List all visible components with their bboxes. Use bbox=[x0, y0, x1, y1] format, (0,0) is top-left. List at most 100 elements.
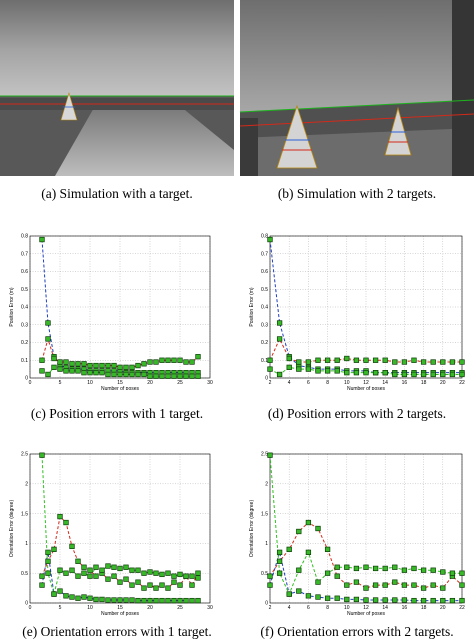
data-point-blue bbox=[420, 597, 427, 604]
x-tick-label: 16 bbox=[402, 605, 408, 611]
data-point-red bbox=[430, 359, 436, 365]
data-point-blue bbox=[39, 236, 45, 243]
y-tick-label: 2.5 bbox=[21, 452, 28, 458]
x-tick-label: 30 bbox=[207, 605, 213, 611]
y-tick-label: 0.4 bbox=[261, 305, 268, 311]
data-point-red bbox=[411, 357, 417, 363]
data-point-red bbox=[129, 364, 135, 371]
data-point-red bbox=[159, 357, 165, 363]
x-tick-label: 8 bbox=[326, 380, 329, 386]
data-point-blue bbox=[111, 597, 117, 603]
data-point-red bbox=[177, 357, 183, 363]
data-point-blue bbox=[305, 593, 312, 599]
caption-d: (d) Position errors with 2 targets. bbox=[267, 406, 447, 421]
plot-frame bbox=[269, 453, 463, 604]
data-point-green bbox=[459, 570, 465, 576]
data-point-green bbox=[353, 565, 360, 572]
plot-frame bbox=[29, 453, 211, 604]
data-point-red bbox=[267, 573, 273, 579]
series-line-red bbox=[269, 337, 462, 363]
data-point-red bbox=[45, 558, 51, 564]
x-tick-label: 10 bbox=[87, 605, 93, 611]
caption-e: (e) Orientation errors with 1 target. bbox=[22, 624, 212, 639]
data-point-blue bbox=[75, 595, 81, 601]
data-point-green bbox=[195, 373, 201, 379]
x-tick-label: 20 bbox=[440, 605, 446, 611]
data-point-green bbox=[63, 570, 69, 576]
y-tick-label: 0.3 bbox=[261, 322, 268, 328]
data-point-red bbox=[276, 558, 283, 564]
y-tick-label: 0.2 bbox=[21, 340, 28, 346]
y-tick-label: 1.5 bbox=[21, 511, 28, 517]
data-point-green bbox=[171, 373, 177, 379]
data-point-blue bbox=[123, 597, 129, 603]
data-point-blue bbox=[93, 596, 99, 603]
x-tick-label: 25 bbox=[177, 380, 183, 386]
data-point-red bbox=[372, 357, 379, 363]
data-point-red bbox=[183, 359, 189, 365]
y-tick-label: 1 bbox=[25, 541, 28, 547]
data-point-green bbox=[372, 370, 379, 376]
data-point-green bbox=[315, 579, 321, 585]
x-tick-label: 8 bbox=[326, 605, 329, 611]
data-point-red bbox=[63, 359, 69, 365]
x-tick-label: 22 bbox=[459, 380, 465, 386]
x-tick-label: 0 bbox=[29, 605, 32, 611]
data-point-green bbox=[99, 370, 105, 376]
data-point-green bbox=[363, 564, 369, 570]
data-point-green bbox=[171, 573, 177, 579]
data-point-red bbox=[286, 546, 292, 553]
data-point-red bbox=[153, 585, 159, 591]
y-tick-label: 0.2 bbox=[261, 340, 268, 346]
y-tick-label: 0.6 bbox=[261, 269, 268, 275]
data-point-blue bbox=[153, 597, 159, 604]
data-point-red bbox=[420, 359, 427, 365]
y-tick-label: 0.5 bbox=[261, 287, 268, 293]
data-point-red bbox=[189, 359, 195, 365]
data-point-blue bbox=[87, 595, 93, 601]
data-point-green bbox=[459, 371, 465, 378]
y-tick-label: 0.6 bbox=[21, 269, 28, 275]
data-point-red bbox=[105, 362, 111, 369]
data-point-blue bbox=[401, 597, 408, 603]
x-tick-label: 18 bbox=[421, 380, 427, 386]
data-point-green bbox=[81, 370, 87, 376]
data-point-green bbox=[87, 370, 93, 376]
x-axis-label: Number of poses bbox=[101, 611, 140, 616]
y-tick-label: 0.7 bbox=[261, 251, 268, 257]
data-point-green bbox=[177, 373, 183, 379]
data-point-green bbox=[87, 573, 93, 579]
data-point-green bbox=[159, 373, 165, 379]
y-axis-label: Orientation Error (degree) bbox=[249, 500, 255, 558]
data-point-red bbox=[147, 359, 153, 365]
data-point-green bbox=[93, 564, 99, 570]
x-tick-label: 20 bbox=[147, 605, 153, 611]
x-tick-label: 4 bbox=[288, 605, 291, 611]
data-point-blue bbox=[267, 582, 273, 588]
caption-a: (a) Simulation with a target. bbox=[41, 186, 193, 201]
data-point-red bbox=[69, 361, 75, 367]
data-point-green bbox=[45, 371, 51, 378]
data-point-red bbox=[449, 359, 456, 365]
data-point-blue bbox=[81, 594, 87, 600]
data-point-green bbox=[449, 371, 456, 378]
data-point-red bbox=[459, 359, 465, 365]
data-point-red bbox=[51, 355, 57, 362]
data-point-green bbox=[324, 570, 331, 576]
data-point-green bbox=[69, 567, 75, 573]
data-point-blue bbox=[135, 597, 141, 604]
data-point-green bbox=[105, 563, 111, 569]
x-tick-label: 6 bbox=[307, 380, 310, 386]
data-point-red bbox=[123, 364, 129, 371]
data-point-green bbox=[51, 591, 57, 597]
data-point-red bbox=[93, 362, 99, 369]
data-point-green bbox=[382, 565, 388, 572]
data-point-blue bbox=[459, 597, 465, 604]
data-point-green bbox=[267, 452, 273, 458]
data-point-green bbox=[401, 371, 408, 378]
data-point-blue bbox=[159, 597, 165, 604]
data-point-green bbox=[177, 571, 183, 578]
data-point-green bbox=[147, 569, 153, 575]
series-line-blue bbox=[269, 239, 462, 374]
data-point-red bbox=[459, 582, 465, 588]
